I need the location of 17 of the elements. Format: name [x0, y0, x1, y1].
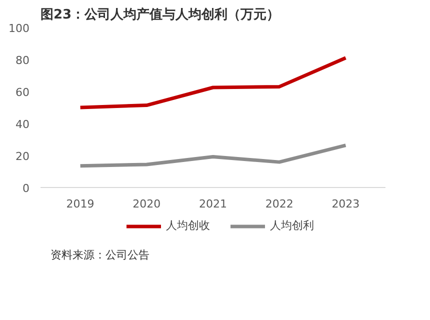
text: 资料来源：公司公告: [50, 248, 150, 262]
x-tick-label: 2023: [332, 198, 360, 210]
line-series: [78, 56, 348, 110]
y-tick-label: 40: [16, 118, 30, 131]
x-tick-label: 2020: [132, 198, 161, 210]
x-tick-label: 2021: [199, 198, 228, 210]
legend-label: 人均创利: [270, 218, 314, 233]
line-series: [78, 144, 348, 168]
legend-label: 人均创收: [166, 218, 210, 233]
y-tick-label: 20: [16, 150, 30, 163]
y-tick-label: 100: [8, 22, 30, 35]
chart-title: 图23：公司人均产值与人均创利（万元）: [40, 6, 280, 22]
y-tick-label: 60: [16, 86, 30, 99]
x-tick-label: 2022: [265, 198, 294, 210]
y-tick-label: 0: [22, 182, 30, 195]
x-tick-label: 2019: [66, 198, 94, 210]
y-tick-label: 80: [16, 54, 30, 67]
